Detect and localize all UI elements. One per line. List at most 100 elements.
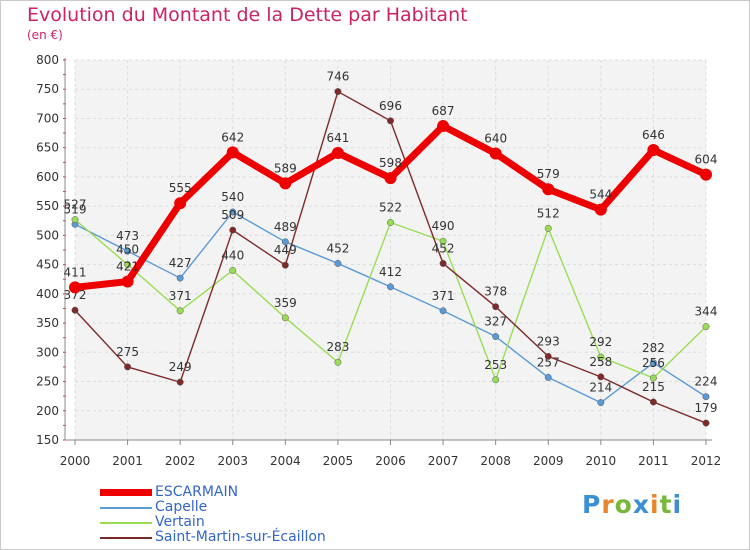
logo-letter: P [582, 490, 602, 519]
data-label-vertain: 490 [432, 219, 455, 233]
data-label-escarmain: 544 [589, 188, 612, 202]
y-tick-label: 800 [36, 53, 59, 67]
data-point-vertain [229, 267, 237, 274]
data-label-capelle: 282 [642, 341, 665, 355]
logo-letter: i [672, 490, 683, 519]
data-label-saint-martin-sur-ecaillon: 293 [537, 334, 560, 348]
data-label-saint-martin-sur-ecaillon: 275 [116, 345, 139, 359]
data-label-vertain: 450 [116, 243, 139, 257]
x-tick-label: 2010 [586, 454, 617, 468]
data-point-vertain [124, 261, 132, 269]
x-tick-label: 2007 [428, 454, 459, 468]
data-point-capelle [229, 208, 237, 216]
data-label-capelle: 412 [379, 265, 402, 279]
data-point-escarmain [594, 203, 607, 216]
data-point-saint-martin-sur-ecaillon [439, 259, 447, 267]
data-label-escarmain: 421 [116, 260, 139, 274]
data-point-capelle [387, 283, 394, 291]
logo-letter: x [632, 490, 650, 519]
y-tick-label: 750 [36, 82, 59, 96]
data-label-escarmain: 598 [379, 156, 402, 170]
legend-swatch-saint-martin-sur-ecaillon [100, 537, 152, 539]
y-tick-label: 550 [36, 199, 59, 213]
data-label-vertain: 283 [326, 340, 349, 354]
data-label-saint-martin-sur-ecaillon: 746 [326, 70, 349, 84]
data-point-vertain [71, 216, 79, 224]
data-point-capelle [649, 359, 657, 367]
data-point-saint-martin-sur-ecaillon [597, 373, 605, 381]
y-tick-label: 400 [36, 287, 59, 301]
logo-letter: o [614, 490, 633, 519]
data-point-saint-martin-sur-ecaillon [124, 363, 132, 371]
x-tick-label: 2008 [480, 454, 511, 468]
data-point-escarmain [121, 275, 134, 288]
data-label-escarmain: 642 [221, 130, 244, 144]
data-label-capelle: 519 [64, 202, 87, 216]
data-point-capelle [176, 274, 184, 282]
data-label-saint-martin-sur-ecaillon: 378 [484, 285, 507, 299]
data-label-escarmain: 604 [695, 153, 718, 167]
y-tick-label: 500 [36, 228, 59, 242]
data-label-escarmain: 555 [169, 181, 192, 195]
y-tick-label: 200 [36, 404, 59, 418]
logo-letter: t [659, 490, 673, 519]
data-point-vertain [334, 358, 342, 366]
data-point-saint-martin-sur-ecaillon [649, 398, 657, 406]
data-point-escarmain [331, 146, 344, 159]
data-point-escarmain [542, 183, 555, 196]
y-tick-label: 350 [36, 316, 59, 330]
y-tick-label: 450 [36, 258, 59, 272]
data-point-capelle [124, 247, 132, 255]
legend-label-capelle: Capelle [155, 499, 208, 515]
chart-title: Evolution du Montant de la Dette par Hab… [27, 4, 468, 26]
y-tick-label: 150 [36, 433, 59, 447]
data-point-escarmain [279, 177, 292, 190]
data-label-vertain: 527 [64, 198, 87, 212]
data-label-escarmain: 640 [484, 132, 507, 146]
data-label-vertain: 440 [221, 248, 244, 262]
x-tick-label: 2005 [323, 454, 354, 468]
data-point-saint-martin-sur-ecaillon [334, 88, 342, 96]
data-point-capelle [334, 259, 342, 267]
data-point-escarmain [647, 144, 660, 157]
data-point-vertain [281, 314, 289, 322]
x-tick-label: 2011 [638, 454, 669, 468]
data-label-capelle: 427 [169, 256, 192, 270]
data-point-saint-martin-sur-ecaillon [229, 226, 237, 234]
data-point-capelle [702, 393, 710, 401]
legend-label-saint-martin-sur-ecaillon: Saint-Martin-sur-Écaillon [155, 529, 326, 545]
data-label-capelle: 489 [274, 220, 297, 234]
y-tick-label: 600 [36, 170, 59, 184]
y-tick-label: 250 [36, 375, 59, 389]
legend-swatch-escarmain [100, 489, 152, 496]
data-point-capelle [281, 238, 289, 246]
data-point-saint-martin-sur-ecaillon [492, 303, 500, 311]
x-tick-label: 2000 [60, 454, 91, 468]
data-point-vertain [439, 237, 447, 245]
data-point-capelle [544, 373, 552, 381]
data-label-escarmain: 687 [432, 104, 455, 118]
x-tick-label: 2003 [217, 454, 248, 468]
data-point-escarmain [174, 197, 187, 210]
data-point-saint-martin-sur-ecaillon [281, 261, 289, 269]
x-tick-label: 2006 [375, 454, 406, 468]
data-point-vertain [387, 219, 394, 226]
y-tick-label: 700 [36, 111, 59, 125]
legend-swatch-capelle [100, 507, 152, 509]
data-point-escarmain [437, 120, 450, 133]
legend-label-escarmain: ESCARMAIN [155, 484, 239, 500]
data-point-escarmain [700, 168, 712, 181]
data-label-capelle: 327 [484, 315, 507, 329]
data-label-capelle: 452 [326, 241, 349, 255]
data-label-escarmain: 641 [326, 131, 349, 145]
data-label-saint-martin-sur-ecaillon: 449 [274, 243, 297, 257]
logo-letter: r [601, 490, 615, 519]
legend-label-vertain: Vertain [155, 514, 205, 530]
data-point-saint-martin-sur-ecaillon [71, 306, 79, 314]
data-label-escarmain: 646 [642, 128, 665, 142]
data-point-escarmain [489, 147, 502, 160]
data-point-saint-martin-sur-ecaillon [544, 352, 552, 360]
data-label-vertain: 292 [589, 335, 612, 349]
x-tick-label: 2012 [691, 454, 722, 468]
data-label-saint-martin-sur-ecaillon: 249 [169, 360, 192, 374]
